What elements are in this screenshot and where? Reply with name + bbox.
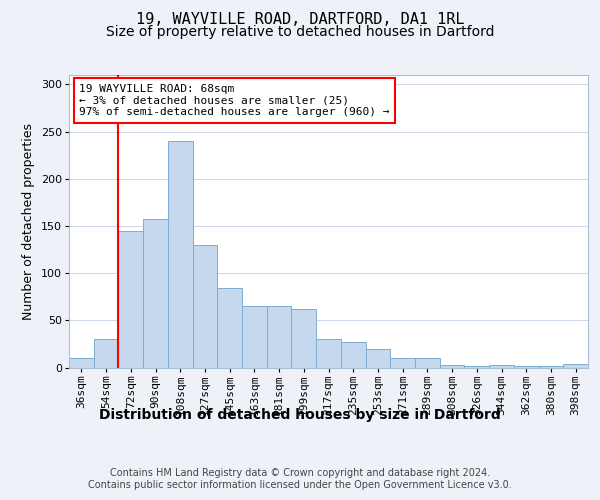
- Bar: [415, 358, 440, 368]
- Bar: [193, 245, 217, 368]
- Text: Contains public sector information licensed under the Open Government Licence v3: Contains public sector information licen…: [88, 480, 512, 490]
- Bar: [94, 339, 118, 368]
- Text: Contains HM Land Registry data © Crown copyright and database right 2024.: Contains HM Land Registry data © Crown c…: [110, 468, 490, 477]
- Bar: [217, 288, 242, 368]
- Text: 19 WAYVILLE ROAD: 68sqm
← 3% of detached houses are smaller (25)
97% of semi-det: 19 WAYVILLE ROAD: 68sqm ← 3% of detached…: [79, 84, 390, 117]
- Bar: [365, 348, 390, 368]
- Bar: [489, 364, 514, 368]
- Bar: [143, 220, 168, 368]
- Bar: [168, 141, 193, 368]
- Bar: [267, 306, 292, 368]
- Bar: [464, 366, 489, 368]
- Bar: [539, 366, 563, 368]
- Bar: [292, 309, 316, 368]
- Bar: [341, 342, 365, 367]
- Text: Distribution of detached houses by size in Dartford: Distribution of detached houses by size …: [99, 408, 501, 422]
- Bar: [563, 364, 588, 368]
- Bar: [514, 366, 539, 368]
- Text: 19, WAYVILLE ROAD, DARTFORD, DA1 1RL: 19, WAYVILLE ROAD, DARTFORD, DA1 1RL: [136, 12, 464, 28]
- Text: Size of property relative to detached houses in Dartford: Size of property relative to detached ho…: [106, 25, 494, 39]
- Bar: [118, 230, 143, 368]
- Bar: [390, 358, 415, 368]
- Bar: [440, 364, 464, 368]
- Bar: [316, 339, 341, 368]
- Bar: [69, 358, 94, 368]
- Bar: [242, 306, 267, 368]
- Y-axis label: Number of detached properties: Number of detached properties: [22, 122, 35, 320]
